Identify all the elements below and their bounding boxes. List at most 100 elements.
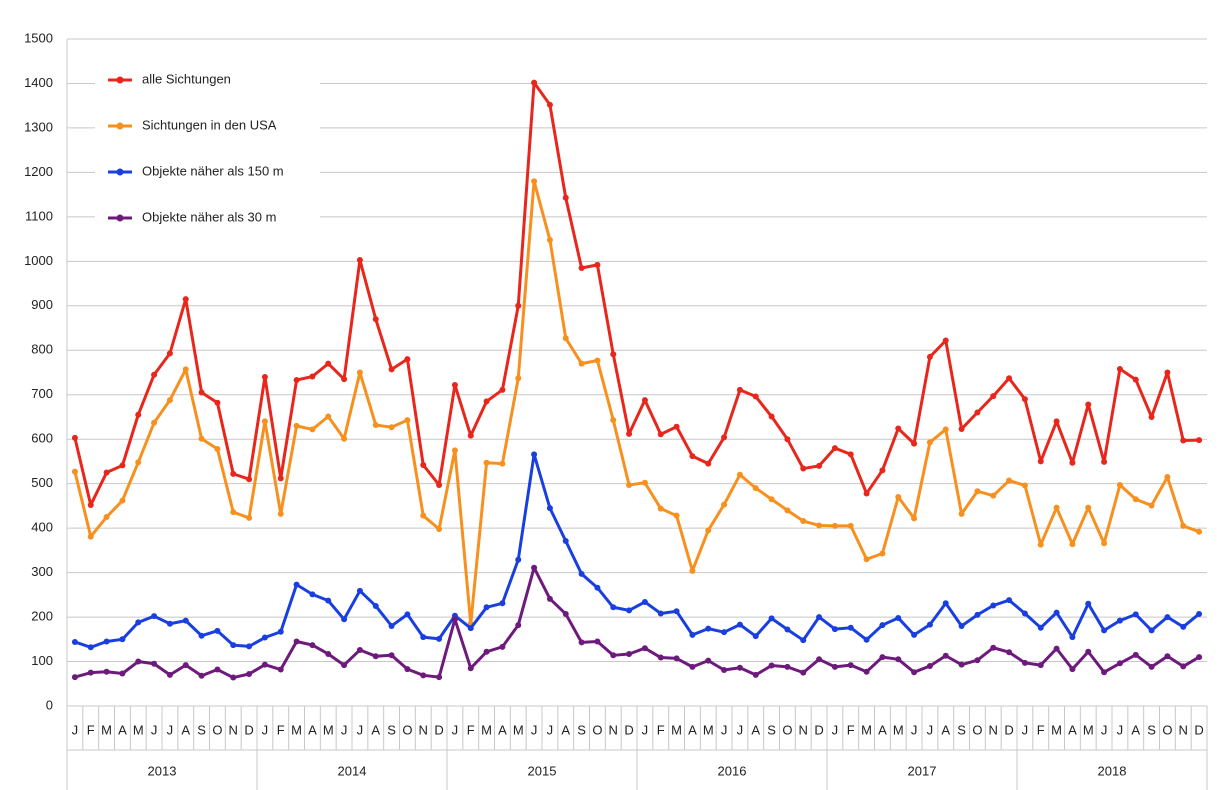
data-point bbox=[404, 611, 411, 618]
data-point bbox=[1037, 662, 1044, 669]
x-tick-label: J bbox=[151, 722, 158, 737]
x-tick-label: A bbox=[181, 722, 190, 737]
data-point bbox=[562, 538, 569, 545]
data-point bbox=[895, 425, 902, 432]
data-point bbox=[816, 462, 823, 469]
legend-marker bbox=[116, 214, 124, 222]
year-label: 2018 bbox=[1098, 763, 1127, 778]
data-point bbox=[372, 653, 379, 660]
data-point bbox=[467, 625, 474, 632]
data-point bbox=[1069, 459, 1076, 466]
data-point bbox=[705, 527, 712, 534]
x-tick-label: O bbox=[782, 722, 792, 737]
x-tick-label: M bbox=[703, 722, 714, 737]
data-point bbox=[546, 595, 553, 602]
x-tick-label: A bbox=[498, 722, 507, 737]
data-point bbox=[895, 656, 902, 663]
data-point bbox=[926, 621, 933, 628]
data-point bbox=[293, 638, 300, 645]
data-point bbox=[831, 522, 838, 529]
data-point bbox=[420, 634, 427, 641]
data-point bbox=[1021, 482, 1028, 489]
legend-marker bbox=[116, 168, 124, 176]
data-point bbox=[752, 393, 759, 400]
data-point bbox=[483, 648, 490, 655]
x-tick-label: N bbox=[229, 722, 238, 737]
data-point bbox=[847, 522, 854, 529]
x-tick-label: J bbox=[737, 722, 744, 737]
y-tick-label: 700 bbox=[31, 386, 53, 401]
data-point bbox=[911, 440, 918, 447]
data-point bbox=[911, 515, 918, 522]
data-point bbox=[309, 642, 316, 649]
x-tick-label: D bbox=[1194, 722, 1203, 737]
data-point bbox=[1116, 365, 1123, 372]
y-tick-label: 1100 bbox=[25, 208, 53, 223]
series-line bbox=[73, 81, 1200, 507]
data-point bbox=[626, 430, 633, 437]
x-tick-label: M bbox=[323, 722, 334, 737]
legend-label: Objekte näher als 150 m bbox=[142, 163, 284, 178]
data-point bbox=[1069, 541, 1076, 548]
data-point bbox=[372, 316, 379, 323]
data-point bbox=[182, 617, 189, 624]
y-tick-label: 0 bbox=[46, 697, 53, 712]
data-point bbox=[784, 436, 791, 443]
x-tick-label: S bbox=[767, 722, 776, 737]
data-point bbox=[752, 671, 759, 678]
data-point bbox=[309, 591, 316, 598]
data-point bbox=[166, 397, 173, 404]
data-point bbox=[1164, 369, 1171, 376]
data-point bbox=[911, 631, 918, 638]
data-point bbox=[610, 351, 617, 358]
data-point bbox=[499, 643, 506, 650]
data-point bbox=[736, 664, 743, 671]
data-point bbox=[151, 419, 158, 426]
data-point bbox=[1021, 396, 1028, 403]
data-point bbox=[863, 636, 870, 643]
data-point bbox=[736, 621, 743, 628]
data-point bbox=[135, 658, 142, 665]
x-tick-label: M bbox=[1051, 722, 1062, 737]
data-point bbox=[214, 445, 221, 452]
x-tick-label: N bbox=[799, 722, 808, 737]
x-tick-label: M bbox=[861, 722, 872, 737]
data-point bbox=[1196, 654, 1203, 661]
data-point bbox=[942, 652, 949, 659]
data-point bbox=[1085, 600, 1092, 607]
data-point bbox=[721, 501, 728, 508]
data-point bbox=[990, 393, 997, 400]
data-point bbox=[1148, 502, 1155, 509]
data-point bbox=[974, 611, 981, 618]
legend-box bbox=[95, 60, 320, 235]
data-point bbox=[166, 620, 173, 627]
data-point bbox=[863, 556, 870, 563]
data-point bbox=[1132, 496, 1139, 503]
x-tick-label: J bbox=[72, 722, 79, 737]
data-point bbox=[246, 476, 253, 483]
data-point bbox=[926, 353, 933, 360]
legend-marker bbox=[116, 76, 124, 84]
data-point bbox=[673, 423, 680, 430]
data-point bbox=[499, 386, 506, 393]
data-point bbox=[689, 567, 696, 574]
data-point bbox=[705, 625, 712, 632]
data-point bbox=[847, 662, 854, 669]
data-point bbox=[182, 296, 189, 303]
data-point bbox=[230, 642, 237, 649]
data-point bbox=[198, 672, 205, 679]
data-point bbox=[1101, 669, 1108, 676]
data-point bbox=[214, 666, 221, 673]
data-point bbox=[752, 633, 759, 640]
data-point bbox=[119, 462, 126, 469]
x-tick-label: J bbox=[911, 722, 918, 737]
data-point bbox=[1037, 624, 1044, 631]
x-tick-label: J bbox=[927, 722, 934, 737]
data-point bbox=[626, 482, 633, 489]
data-point bbox=[863, 668, 870, 675]
data-point bbox=[1196, 528, 1203, 535]
data-point bbox=[372, 602, 379, 609]
data-point bbox=[1006, 649, 1013, 656]
data-point bbox=[182, 366, 189, 373]
x-tick-label: S bbox=[957, 722, 966, 737]
